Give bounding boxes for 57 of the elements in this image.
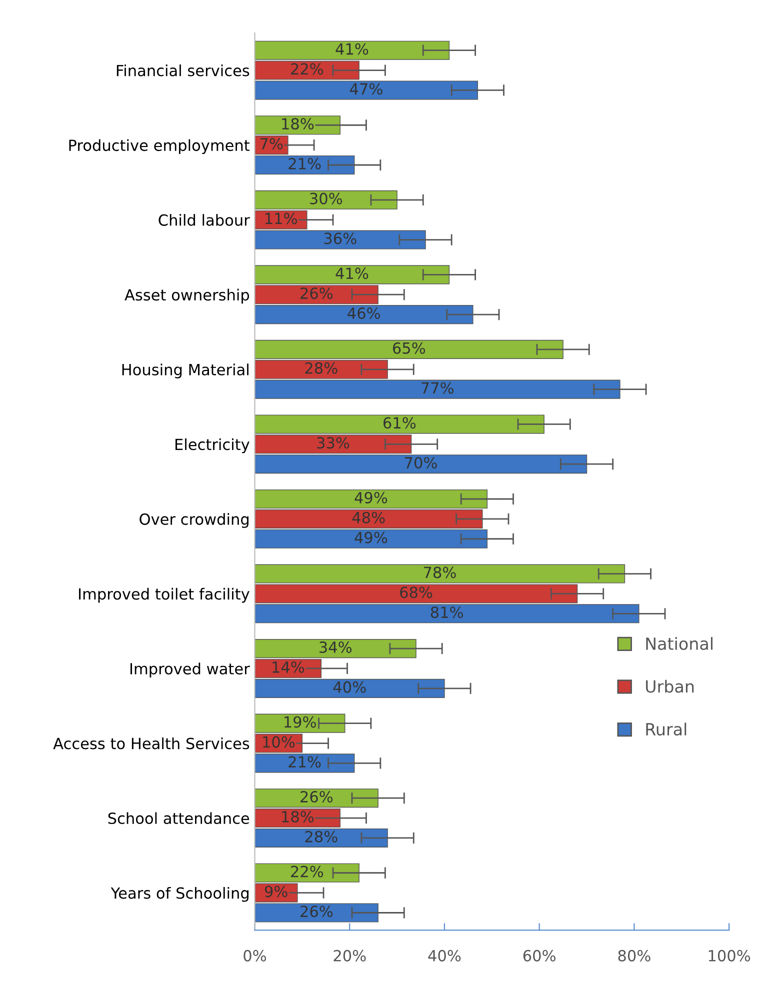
- data-label: 81%: [430, 606, 463, 618]
- y-tick-label: Housing Material: [122, 364, 248, 378]
- y-tick-label: Electricity: [175, 438, 250, 454]
- legend-label: Rural: [646, 722, 686, 736]
- data-label: 28%: [305, 830, 338, 842]
- data-label: 28%: [305, 362, 338, 374]
- y-tick-label: Asset ownership: [124, 288, 250, 304]
- legend-label: National: [646, 637, 712, 650]
- y-tick-label: Improved toilet facility: [79, 588, 250, 603]
- x-tick-label: 100%: [708, 950, 750, 962]
- data-label: 40%: [333, 681, 366, 693]
- y-tick-label: Child labour: [158, 214, 250, 226]
- y-tick-label: Years of Schooling: [110, 887, 248, 902]
- data-label: 19%: [284, 716, 316, 728]
- data-label: 48%: [352, 512, 385, 524]
- data-label: 22%: [291, 866, 324, 878]
- y-tick-label: School attendance: [108, 812, 250, 824]
- data-label: 7%: [260, 138, 283, 150]
- data-label: 78%: [424, 566, 456, 578]
- data-label: 33%: [317, 437, 350, 449]
- data-label: 26%: [300, 906, 333, 918]
- data-label: 26%: [300, 790, 333, 803]
- y-tick-label: Productive employment: [69, 139, 250, 154]
- data-label: 36%: [324, 232, 356, 244]
- data-label: 26%: [300, 287, 333, 300]
- y-tick-label: Improved water: [130, 662, 250, 678]
- data-label: 18%: [282, 810, 314, 822]
- data-label: 41%: [336, 268, 368, 280]
- data-label: 9%: [264, 886, 288, 898]
- x-tick-label: 60%: [523, 950, 556, 962]
- data-label: 34%: [320, 641, 352, 653]
- data-label: 70%: [405, 456, 437, 469]
- data-label: 21%: [288, 756, 321, 768]
- data-label: 11%: [266, 212, 297, 224]
- data-label: 14%: [272, 661, 304, 673]
- data-label: 47%: [350, 83, 382, 95]
- x-tick-label: 0%: [244, 950, 266, 962]
- data-label: 46%: [348, 307, 380, 319]
- data-label: 18%: [282, 118, 314, 130]
- x-tick-label: 80%: [618, 950, 650, 962]
- data-label: 65%: [392, 342, 426, 354]
- data-label: 21%: [288, 158, 321, 170]
- data-label: 49%: [354, 532, 388, 544]
- legend-label: Urban: [646, 680, 694, 693]
- data-label: 22%: [291, 63, 324, 75]
- data-label: 41%: [336, 43, 368, 55]
- x-tick-label: 20%: [334, 950, 366, 962]
- x-tick-label: 40%: [428, 950, 461, 962]
- data-label: 68%: [400, 586, 432, 598]
- y-tick-label: Over crowding: [140, 513, 248, 528]
- data-label: 10%: [263, 736, 295, 748]
- data-label: 30%: [310, 192, 342, 204]
- y-tick-label: Access to Health Services: [53, 737, 250, 750]
- data-label: 61%: [383, 417, 416, 429]
- data-label: 77%: [422, 382, 454, 394]
- y-tick-label: Financial services: [116, 64, 250, 76]
- data-label: 49%: [354, 492, 388, 504]
